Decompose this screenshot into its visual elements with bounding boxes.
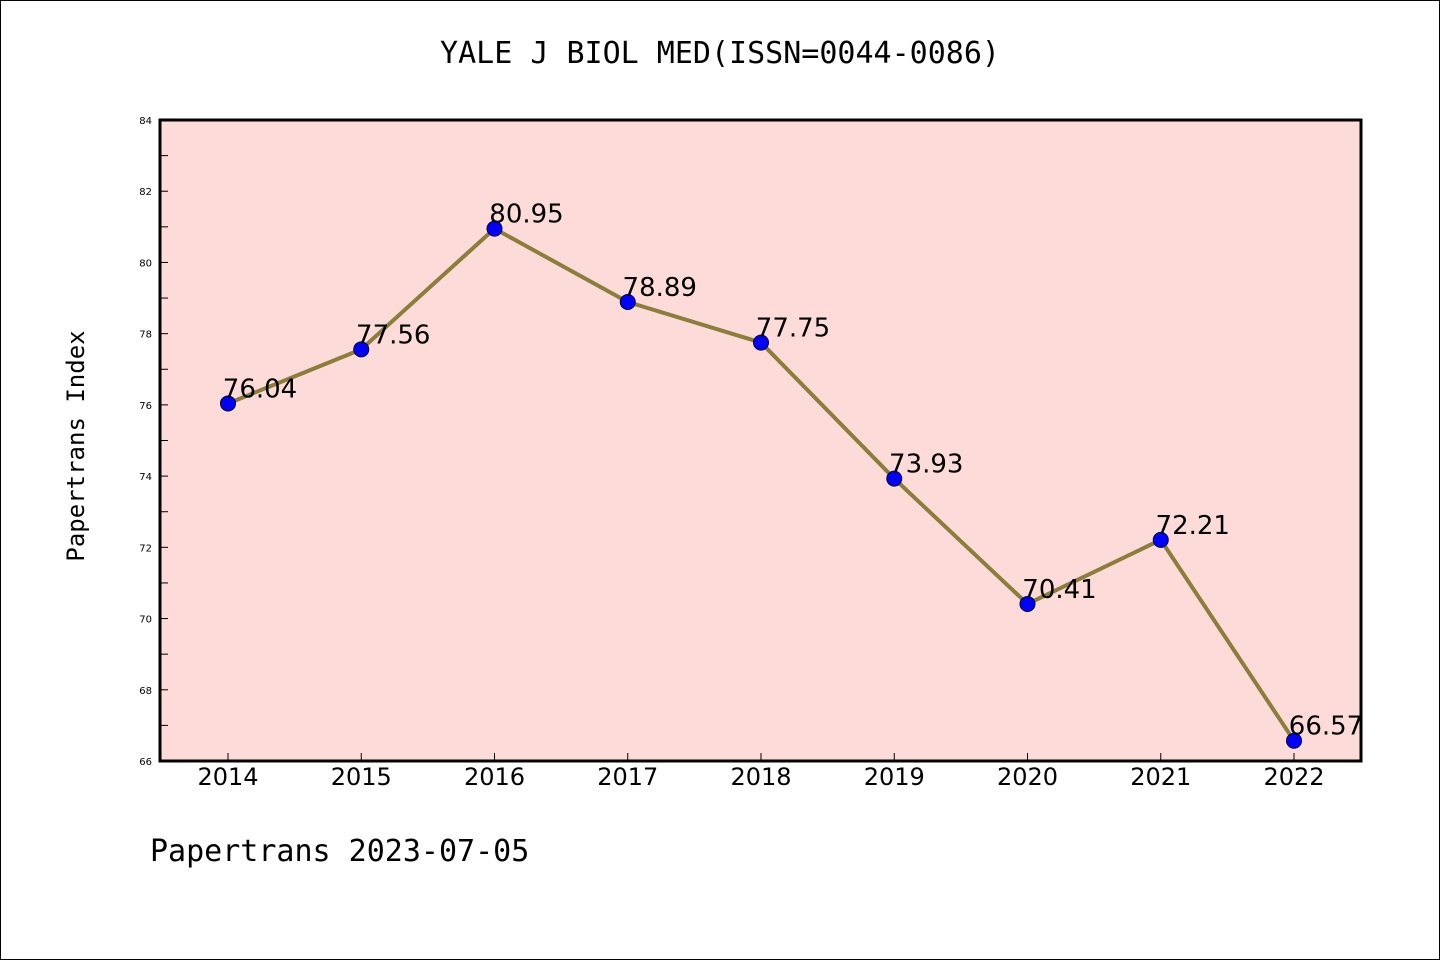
y-tick-label: 82 (139, 187, 152, 198)
data-point (486, 220, 503, 237)
data-point (1019, 595, 1036, 612)
plot-area (160, 120, 1361, 761)
data-point (753, 334, 769, 351)
y-tick-label: 84 (139, 116, 152, 127)
data-label: 80.95 (489, 200, 563, 230)
y-tick-label: 78 (139, 330, 152, 341)
x-tick-label: 2015 (331, 763, 392, 791)
x-tick-label: 2016 (464, 763, 525, 791)
x-tick-label: 2017 (597, 763, 658, 791)
data-label: 76.04 (223, 374, 297, 404)
y-tick-label: 76 (139, 401, 152, 412)
data-label: 77.56 (356, 320, 430, 350)
data-label: 66.57 (1289, 712, 1363, 742)
data-label: 78.89 (623, 273, 697, 303)
series-layer: 76.04 77.56 80.95 78.89 77.75 73.93 70.41 72.21… (220, 200, 1363, 749)
y-tick-label: 70 (139, 615, 152, 626)
x-tick-label: 2019 (864, 763, 925, 791)
chart-title: YALE J BIOL MED(ISSN=0044-0086) (440, 36, 1000, 71)
x-tick-label: 2022 (1263, 763, 1324, 791)
plot-border (158, 118, 1363, 763)
data-label: 70.41 (1022, 575, 1096, 605)
y-tick-label: 66 (139, 757, 152, 768)
data-point (220, 395, 236, 412)
y-tick-label: 80 (139, 258, 152, 269)
data-label: 77.75 (756, 314, 830, 344)
data-point (619, 293, 636, 310)
data-label: 72.21 (1156, 511, 1230, 541)
data-label: 73.93 (889, 450, 963, 480)
x-tick-label: 2021 (1130, 763, 1191, 791)
y-tick-label: 68 (139, 686, 152, 697)
x-tick-label: 2020 (997, 763, 1058, 791)
y-tick-label: 72 (139, 543, 152, 554)
data-point (886, 470, 903, 487)
x-axis-ticks: 2014 2015 2016 2017 2018 2019 2020 2021 2022 (197, 753, 1325, 791)
x-tick-label: 2014 (197, 763, 258, 791)
data-point (1152, 531, 1169, 548)
data-point (1286, 732, 1302, 749)
data-point (353, 341, 370, 358)
footer-date-label: Papertrans 2023-07-05 (150, 834, 530, 869)
y-tick-label: 74 (139, 472, 152, 483)
x-tick-label: 2018 (730, 763, 791, 791)
